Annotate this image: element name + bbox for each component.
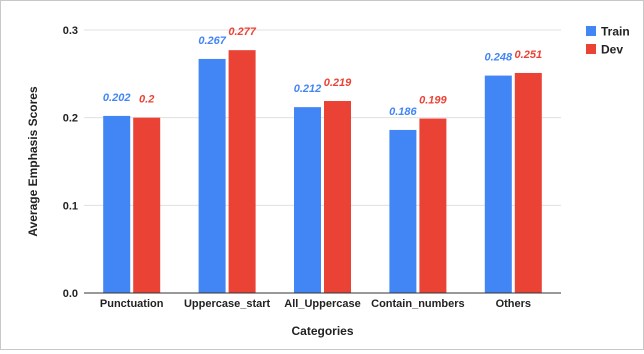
data-label: 0.2 <box>139 94 154 106</box>
x-tick-label: Uppercase_start <box>184 298 271 310</box>
bar <box>133 117 161 294</box>
data-label: 0.248 <box>485 52 513 64</box>
data-label: 0.251 <box>515 49 543 61</box>
data-label: 0.186 <box>389 106 417 118</box>
x-tick-label: Others <box>496 298 531 310</box>
bar <box>103 115 131 293</box>
y-tick-label: 0.1 <box>63 200 78 212</box>
legend: Train Dev <box>586 25 630 57</box>
bar <box>389 129 417 293</box>
data-label: 0.202 <box>103 92 131 104</box>
data-label: 0.277 <box>228 26 256 38</box>
gridlines <box>84 29 561 206</box>
bar <box>484 75 512 293</box>
bar <box>198 58 226 294</box>
y-tick-label: 0.3 <box>63 25 78 37</box>
bars <box>103 50 542 294</box>
bar <box>419 118 447 293</box>
y-axis-ticks: 0.0 0.1 0.2 0.3 <box>63 25 78 300</box>
bar <box>324 101 351 293</box>
x-tick-label: All_Uppercase <box>284 298 360 310</box>
legend-swatch <box>586 44 596 54</box>
bar <box>294 107 321 293</box>
x-tick-label: Contain_numbers <box>371 298 465 310</box>
legend-label: Train <box>601 25 630 39</box>
data-label: 0.267 <box>198 35 226 47</box>
y-tick-label: 0.2 <box>63 113 78 125</box>
y-axis-title: Average Emphasis Scores <box>26 86 40 237</box>
bar <box>228 50 256 294</box>
x-axis-ticks: Punctuation Uppercase_start All_Uppercase C… <box>100 298 531 310</box>
data-label: 0.219 <box>324 77 352 89</box>
data-label: 0.199 <box>419 95 447 107</box>
data-label: 0.212 <box>294 83 322 95</box>
x-tick-label: Punctuation <box>100 298 164 310</box>
x-axis-title: Categories <box>291 324 353 338</box>
legend-swatch <box>586 26 596 36</box>
legend-label: Dev <box>601 43 623 57</box>
y-tick-label: 0.0 <box>63 288 78 300</box>
bar <box>514 72 542 293</box>
